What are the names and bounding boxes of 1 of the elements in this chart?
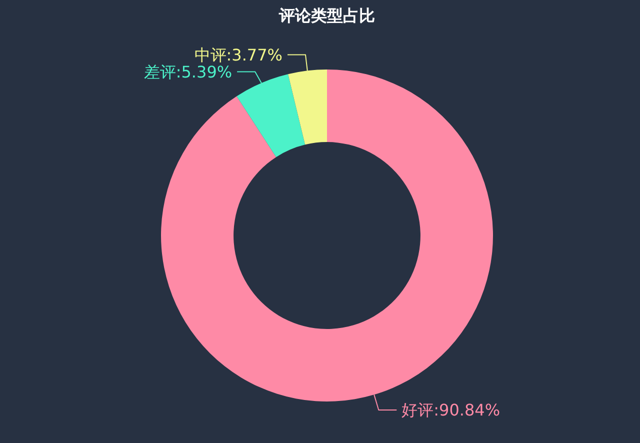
title: 评论类型占比 [279,6,375,25]
